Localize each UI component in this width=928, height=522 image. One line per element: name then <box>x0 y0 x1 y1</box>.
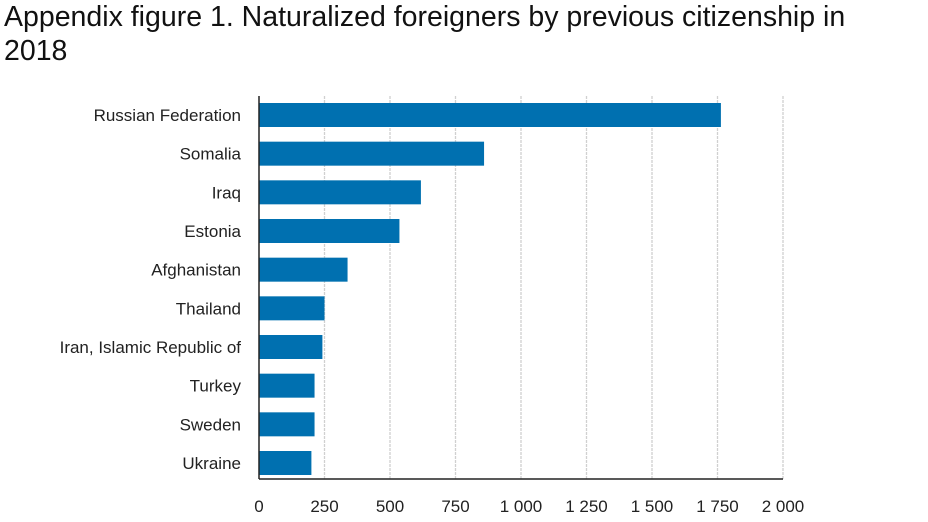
category-label: Afghanistan <box>151 261 241 280</box>
bar <box>259 219 400 243</box>
category-label: Iran, Islamic Republic of <box>60 338 242 357</box>
x-tick-label: 250 <box>310 497 338 516</box>
bar <box>259 335 323 359</box>
chart-title: Appendix figure 1. Naturalized foreigner… <box>4 1 846 67</box>
bar <box>259 296 325 321</box>
category-label: Thailand <box>176 299 241 318</box>
category-label: Sweden <box>180 415 241 434</box>
category-label: Estonia <box>184 222 241 241</box>
x-tick-label: 0 <box>254 497 263 516</box>
x-tick-label: 1 250 <box>565 497 608 516</box>
bar <box>259 451 312 475</box>
category-label: Turkey <box>190 377 242 396</box>
bar <box>259 412 315 437</box>
bar <box>259 257 348 282</box>
bar <box>259 141 485 166</box>
category-label: Iraq <box>212 183 241 202</box>
x-tick-label: 500 <box>376 497 404 516</box>
bar <box>259 180 421 205</box>
category-label: Ukraine <box>182 454 241 473</box>
x-tick-label: 1 750 <box>696 497 739 516</box>
x-tick-label: 2 000 <box>762 497 805 516</box>
bar <box>259 103 721 127</box>
category-label: Somalia <box>180 145 242 164</box>
x-tick-label: 1 000 <box>500 497 543 516</box>
category-label: Russian Federation <box>94 106 241 125</box>
x-tick-label: 750 <box>441 497 469 516</box>
bar <box>259 373 315 398</box>
x-tick-label: 1 500 <box>631 497 674 516</box>
